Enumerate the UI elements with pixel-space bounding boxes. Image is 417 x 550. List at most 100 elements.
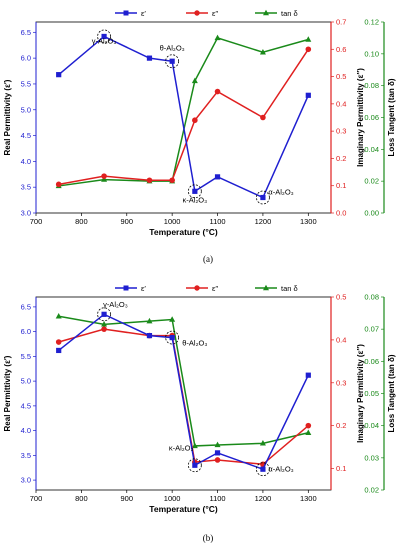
data-point-eps-real [56, 72, 62, 78]
data-point-eps-imag [169, 177, 175, 184]
left-tick-label: 3.0 [21, 209, 31, 218]
left-tick-label: 6.0 [21, 327, 31, 336]
right2-tick-label: 0.06 [364, 113, 379, 122]
data-point-tan-delta [214, 441, 221, 448]
legend-marker-triangle [263, 284, 269, 291]
phase-highlight-circle [97, 29, 111, 44]
right1-tick-label: 0.4 [336, 335, 346, 344]
x-tick-label: 900 [121, 494, 134, 503]
left-tick-label: 5.0 [21, 105, 31, 114]
legend-marker-triangle [263, 9, 269, 16]
right1-tick-label: 0.1 [336, 464, 346, 473]
x-tick-label: 1200 [255, 494, 272, 503]
data-point-tan-delta [191, 442, 198, 449]
x-tick-label: 900 [121, 217, 134, 226]
left-tick-label: 5.5 [21, 79, 31, 88]
left-tick-label: 3.5 [21, 183, 31, 192]
phase-highlight-circle [187, 458, 202, 473]
data-point-eps-real [214, 174, 221, 180]
left-axis-title: Real Permittivity (ε′) [3, 79, 12, 155]
data-point-eps-imag [214, 457, 221, 463]
phase-annotation: κ-Al₂O₃ [169, 443, 194, 452]
phase-annotation: γ-Al₂O₃ [103, 300, 128, 309]
right2-tick-label: 0.03 [364, 453, 379, 462]
x-tick-label: 1000 [164, 494, 181, 503]
phase-highlight-circle [256, 462, 270, 477]
data-point-tan-delta [191, 77, 198, 84]
data-point-eps-imag [192, 117, 198, 124]
right1-tick-label: 0.4 [336, 99, 346, 108]
right2-tick-label: 0.10 [364, 49, 379, 58]
data-point-eps-imag [146, 177, 153, 184]
data-point-eps-real [146, 55, 153, 61]
data-point-eps-real [260, 466, 266, 472]
left-tick-label: 4.0 [21, 426, 31, 435]
data-point-eps-real [305, 372, 311, 378]
right2-tick-label: 0.00 [364, 209, 379, 218]
right2-tick-label: 0.08 [364, 81, 379, 90]
right1-tick-label: 0.3 [336, 127, 346, 136]
data-point-eps-imag [55, 181, 62, 188]
series-line-triangle [58, 315, 309, 447]
data-point-eps-real [101, 33, 107, 40]
data-point-eps-real [214, 450, 221, 456]
x-tick-label: 800 [75, 217, 88, 226]
panel-label: (b) [203, 533, 214, 543]
data-point-tan-delta [259, 440, 266, 446]
right2-tick-label: 0.06 [364, 357, 379, 366]
right2-tick-label: 0.04 [364, 421, 379, 430]
x-axis-title: Temperature (°C) [149, 504, 218, 514]
phase-annotation: γ-Al₂O₃ [92, 37, 117, 46]
data-point-eps-imag [305, 422, 312, 429]
legend-label: tan δ [281, 284, 298, 293]
x-tick-label: 1100 [209, 494, 225, 503]
x-tick-label: 1200 [255, 217, 272, 226]
x-axis-title: Temperature (°C) [149, 227, 218, 237]
phase-annotation: θ-Al₂O₃ [182, 338, 207, 347]
data-point-eps-imag [101, 326, 107, 332]
data-point-tan-delta [259, 48, 266, 55]
legend-label: tan δ [281, 9, 298, 18]
right2-tick-label: 0.12 [364, 18, 379, 27]
chart-panel-b: 700 800 900 1000 1100 1200 1300 Temperature (°C… [3, 284, 396, 543]
data-point-eps-real [56, 347, 62, 354]
right2-tick-label: 0.04 [364, 145, 379, 154]
phase-highlight-circle [165, 54, 180, 69]
data-point-tan-delta [214, 34, 221, 41]
data-point-eps-real [169, 334, 175, 341]
right1-axis-title: Imaginary Permittivity (ε″) [356, 68, 365, 167]
phase-annotation: κ-Al₂O₃ [182, 196, 207, 205]
series-line-square [58, 313, 309, 471]
right2-tick-label: 0.02 [364, 177, 379, 186]
x-tick-label: 700 [30, 494, 43, 503]
phase-highlight-circle [256, 190, 270, 205]
chart-panel-a: 700 800 900 1000 1100 1200 1300 Temperature (°C… [3, 9, 396, 264]
data-point-tan-delta [101, 321, 108, 327]
data-point-tan-delta [169, 316, 176, 322]
phase-highlight-circle [165, 330, 180, 345]
left-tick-label: 5.5 [21, 352, 31, 361]
right1-tick-label: 0.3 [336, 378, 346, 387]
x-tick-label: 1300 [300, 217, 317, 226]
data-point-eps-real [260, 194, 266, 201]
legend-label: ε′ [141, 284, 146, 293]
legend-marker-circle [194, 10, 200, 16]
right2-tick-label: 0.02 [364, 486, 379, 495]
left-tick-label: 6.5 [21, 28, 31, 37]
legend-label: ε″ [212, 284, 218, 293]
x-tick-label: 1000 [164, 217, 181, 226]
legend-marker-square [123, 285, 129, 291]
right2-tick-label: 0.05 [364, 389, 379, 398]
right2-tick-label: 0.07 [364, 325, 379, 334]
phase-highlight-circle [187, 184, 202, 199]
data-point-tan-delta [146, 317, 153, 324]
right1-tick-label: 0.6 [336, 45, 346, 54]
phase-annotation: α-Al₂O₃ [268, 187, 293, 196]
series-line-triangle [58, 37, 309, 187]
x-tick-label: 1300 [300, 494, 317, 503]
legend-marker-square [123, 10, 129, 16]
left-tick-label: 4.5 [21, 401, 31, 410]
data-point-eps-imag [260, 114, 266, 121]
left-tick-label: 4.0 [21, 157, 31, 166]
